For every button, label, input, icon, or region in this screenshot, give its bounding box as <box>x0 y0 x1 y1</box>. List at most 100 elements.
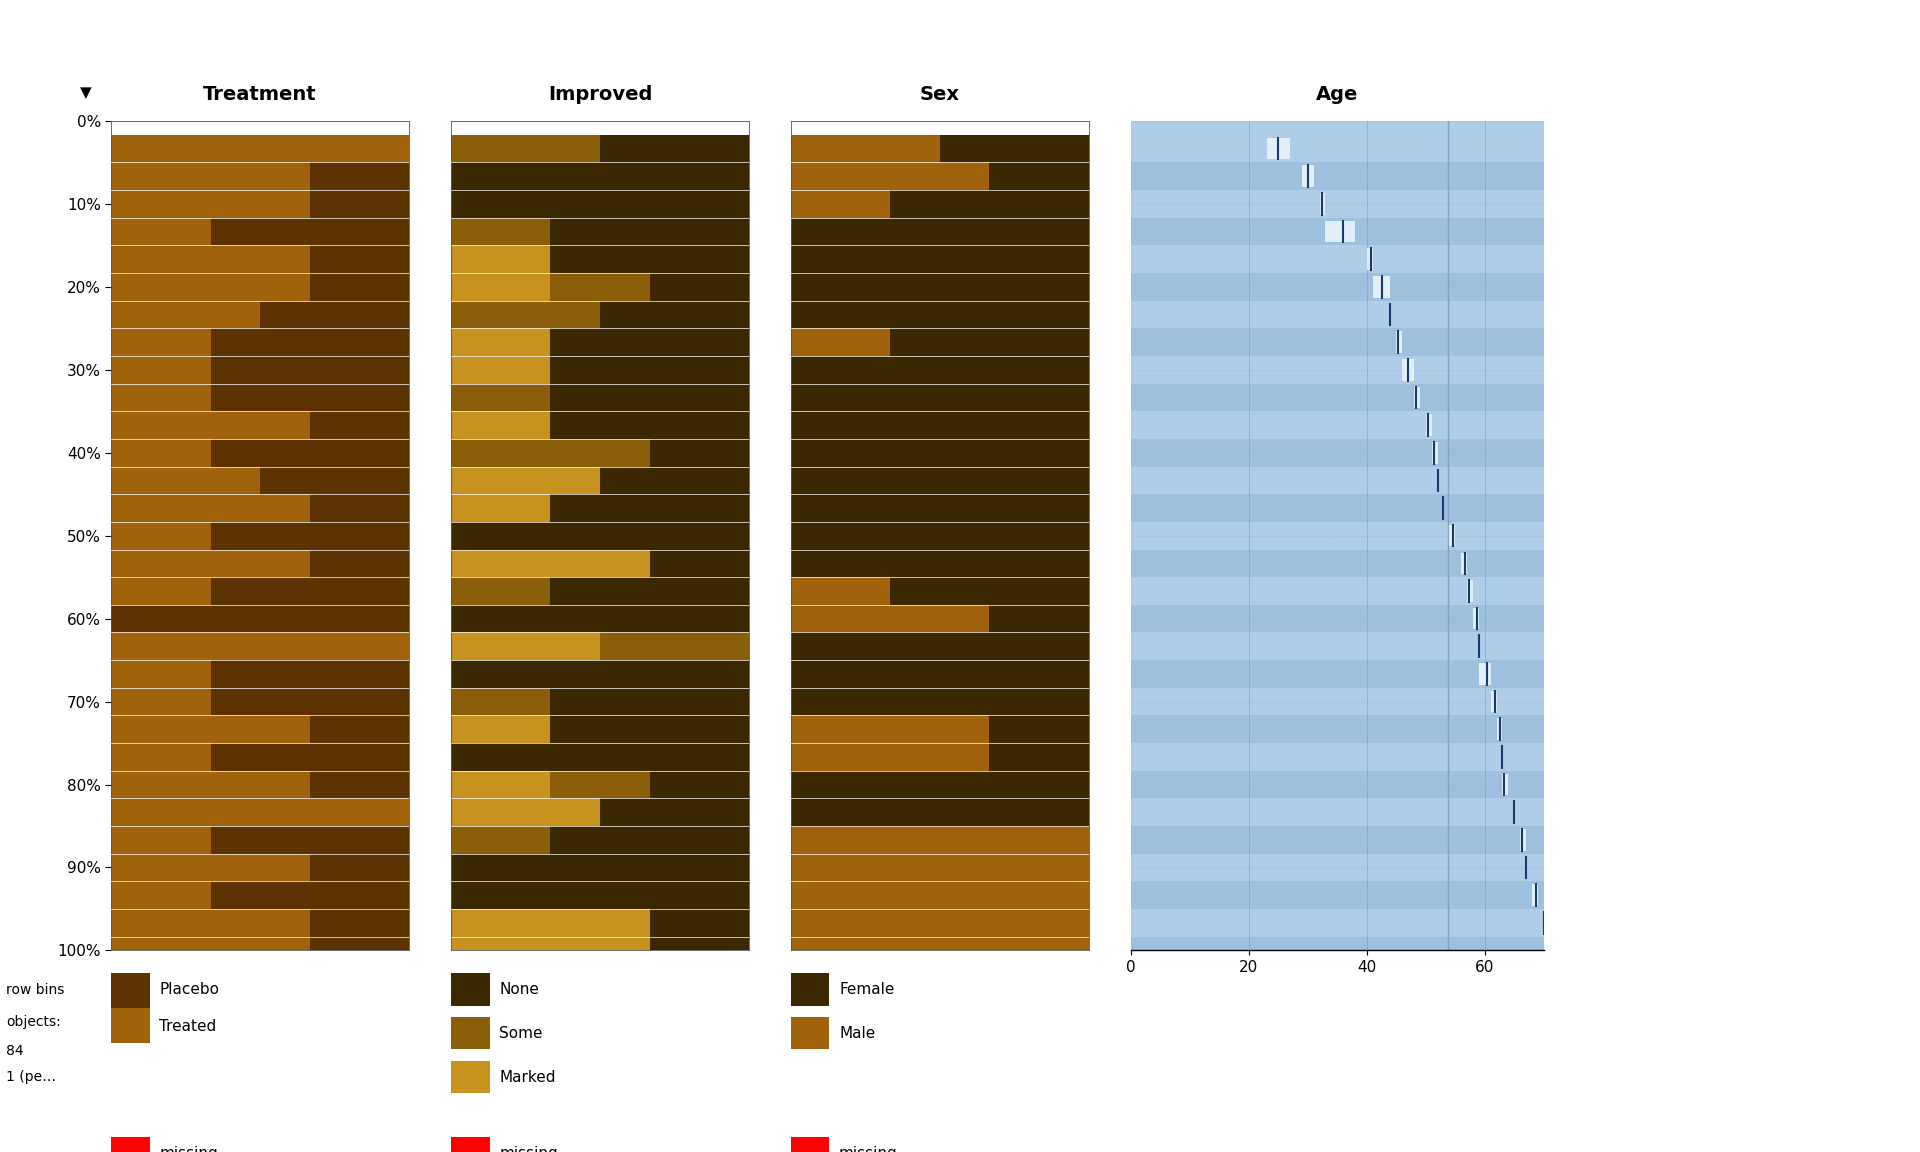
Bar <box>111 632 409 660</box>
Bar <box>791 245 1089 273</box>
Bar <box>211 328 409 356</box>
Bar <box>1131 439 1544 467</box>
Bar <box>1131 135 1544 162</box>
Bar <box>551 384 749 411</box>
Bar <box>649 550 749 577</box>
Bar <box>451 854 749 881</box>
Bar <box>111 190 309 218</box>
Bar <box>1131 660 1544 688</box>
Bar <box>211 356 409 384</box>
Bar <box>451 632 599 660</box>
Bar <box>111 826 211 854</box>
Bar <box>1325 221 1356 242</box>
Bar <box>111 135 409 162</box>
Bar <box>259 467 409 494</box>
Bar <box>1131 467 1544 494</box>
Bar <box>451 328 551 356</box>
Bar <box>1450 525 1455 546</box>
Bar <box>451 688 551 715</box>
Bar <box>989 605 1089 632</box>
Bar <box>451 937 649 964</box>
Bar <box>1373 276 1390 297</box>
Bar <box>1549 940 1567 961</box>
Bar <box>1302 166 1313 187</box>
Bar <box>309 854 409 881</box>
Bar <box>111 909 309 937</box>
Bar <box>451 467 599 494</box>
Bar <box>309 494 409 522</box>
Bar <box>451 522 749 550</box>
Bar <box>791 411 1089 439</box>
Text: Sex: Sex <box>920 85 960 104</box>
Bar <box>1131 273 1544 301</box>
Text: Treatment: Treatment <box>204 85 317 104</box>
Bar <box>649 771 749 798</box>
Bar <box>451 301 599 328</box>
Bar <box>1131 577 1544 605</box>
Text: ▼: ▼ <box>81 85 92 100</box>
Bar <box>891 577 1089 605</box>
Bar <box>551 245 749 273</box>
Bar <box>989 743 1089 771</box>
Bar <box>1131 328 1544 356</box>
Bar <box>111 356 211 384</box>
Bar <box>111 798 409 826</box>
Bar <box>111 743 211 771</box>
Bar <box>451 245 551 273</box>
Bar <box>111 411 309 439</box>
Bar <box>451 881 749 909</box>
Bar <box>451 715 551 743</box>
Bar <box>1131 715 1544 743</box>
Bar <box>551 411 749 439</box>
Bar <box>451 798 599 826</box>
Bar <box>309 715 409 743</box>
Bar <box>791 881 1089 909</box>
Bar <box>1131 771 1544 798</box>
Text: Placebo: Placebo <box>159 982 219 998</box>
Bar <box>309 411 409 439</box>
Bar <box>211 743 409 771</box>
Bar <box>111 522 211 550</box>
Text: missing: missing <box>499 1145 559 1152</box>
Bar <box>1131 494 1544 522</box>
Bar <box>649 909 749 937</box>
Bar <box>1131 798 1544 826</box>
Bar <box>211 688 409 715</box>
Bar <box>1131 854 1544 881</box>
Bar <box>451 550 649 577</box>
Bar <box>111 688 211 715</box>
Bar <box>791 218 1089 245</box>
Bar <box>649 439 749 467</box>
Text: 1 (pe…: 1 (pe… <box>6 1070 56 1084</box>
Bar <box>551 688 749 715</box>
Bar <box>1131 826 1544 854</box>
Bar <box>309 162 409 190</box>
Bar <box>791 798 1089 826</box>
Bar <box>1521 829 1526 850</box>
Bar <box>791 384 1089 411</box>
Bar <box>111 162 309 190</box>
Bar <box>791 522 1089 550</box>
Bar <box>791 190 891 218</box>
Bar <box>551 771 649 798</box>
Bar <box>1131 937 1544 964</box>
Bar <box>891 190 1089 218</box>
Bar <box>1131 550 1544 577</box>
Bar <box>599 632 749 660</box>
Bar <box>111 273 309 301</box>
Bar <box>1131 245 1544 273</box>
Bar <box>1496 719 1503 740</box>
Bar <box>451 577 551 605</box>
Bar <box>111 218 211 245</box>
Bar <box>791 715 989 743</box>
Bar <box>791 605 989 632</box>
Bar <box>551 218 749 245</box>
Bar <box>211 439 409 467</box>
Bar <box>989 162 1089 190</box>
Bar <box>791 632 1089 660</box>
Bar <box>111 771 309 798</box>
Bar <box>1473 608 1478 629</box>
Bar <box>791 135 941 162</box>
Bar <box>1131 605 1544 632</box>
Bar <box>1131 356 1544 384</box>
